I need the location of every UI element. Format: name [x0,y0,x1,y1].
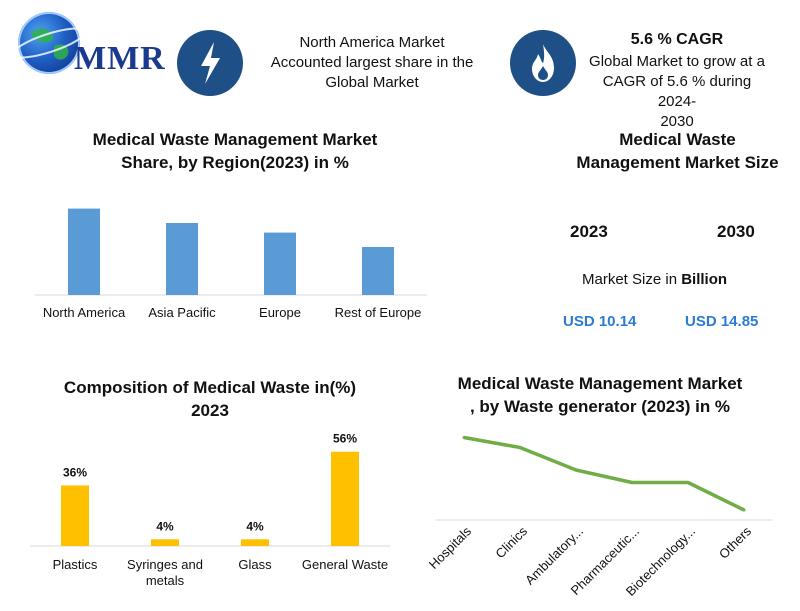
bar-4 [362,247,394,295]
category-label: Asia Pacific [148,305,216,320]
category-label: Europe [259,305,301,320]
generator-chart-title: Medical Waste Management Market , by Was… [440,372,760,418]
cagr-line: Global Market to grow at a [589,53,765,70]
bar-1 [61,485,89,546]
data-point [630,481,634,484]
data-label: 4% [156,519,174,533]
data-point [518,446,522,449]
title-line: Medical Waste [619,130,736,149]
data-label: 56% [333,432,357,446]
bar-3 [264,232,296,295]
category-label: metals [146,573,185,588]
region-bar-chart: North America Asia Pacific Europe Rest of E… [35,208,427,320]
info-line: Global Market [325,74,419,91]
bar-3 [241,539,269,546]
lightning-icon [177,30,243,96]
bar-4 [331,451,359,546]
category-label: Hospitals [426,523,475,572]
category-label: General Waste [302,557,388,572]
bar-1 [68,208,100,295]
info-line: North America Market [299,34,445,51]
market-size-unit: Billion [681,271,728,288]
category-label: Syringes and [127,557,203,572]
category-label: Plastics [53,557,98,572]
region-chart-title: Medical Waste Management Market Share, b… [40,128,430,174]
year-2030: 2030 [717,222,755,241]
category-label: Clinics [492,523,530,561]
data-point [686,481,690,484]
title-line: Medical Waste Management Market [92,130,378,149]
category-label: Rest of Europe [335,305,422,320]
title-line: 2023 [191,401,229,420]
title-line: Management Market Size [576,153,779,172]
data-label: 4% [246,519,264,533]
data-label: 36% [63,465,87,479]
category-label: North America [43,305,126,320]
cagr-line: CAGR of 5.6 % during 2024- [602,73,752,110]
category-label: Others [716,523,755,562]
data-point [462,436,466,439]
category-label: Glass [238,557,272,572]
usd-value-2023: USD 10.14 [563,313,637,330]
market-size-title: Medical Waste Management Market Size [565,128,790,174]
data-point [742,508,746,512]
title-line: , by Waste generator (2023) in % [469,397,731,416]
logo-globe-icon [18,12,80,74]
generator-line-chart: Hospitals ClinicsAmbulatory...Pharmaceuti… [426,435,772,599]
data-point [574,468,578,472]
usd-value-2030: USD 14.85 [685,313,759,330]
market-size-label: Market Size in Billion [582,271,727,288]
year-2023: 2023 [570,222,608,241]
north-america-info: North America Market Accounted largest s… [258,33,486,93]
cagr-title: 5.6 % CAGR [630,31,724,48]
flame-icon [510,30,576,96]
title-line: Share, by Region(2023) in % [121,153,349,172]
bar-2 [151,539,179,546]
bar-2 [166,223,198,295]
title-line: Composition of Medical Waste in(%) [63,378,357,397]
title-line: Medical Waste Management Market [457,374,743,393]
logo-text: MMR [74,40,166,77]
cagr-info: 5.6 % CAGR Global Market to grow at a CA… [582,30,772,132]
info-line: Accounted largest share in the [270,54,474,71]
series-line [463,435,745,512]
cagr-line: 2030 [660,113,694,130]
composition-chart-title: Composition of Medical Waste in(%) 2023 [35,376,385,422]
market-size-label-text: Market Size in [582,271,682,288]
